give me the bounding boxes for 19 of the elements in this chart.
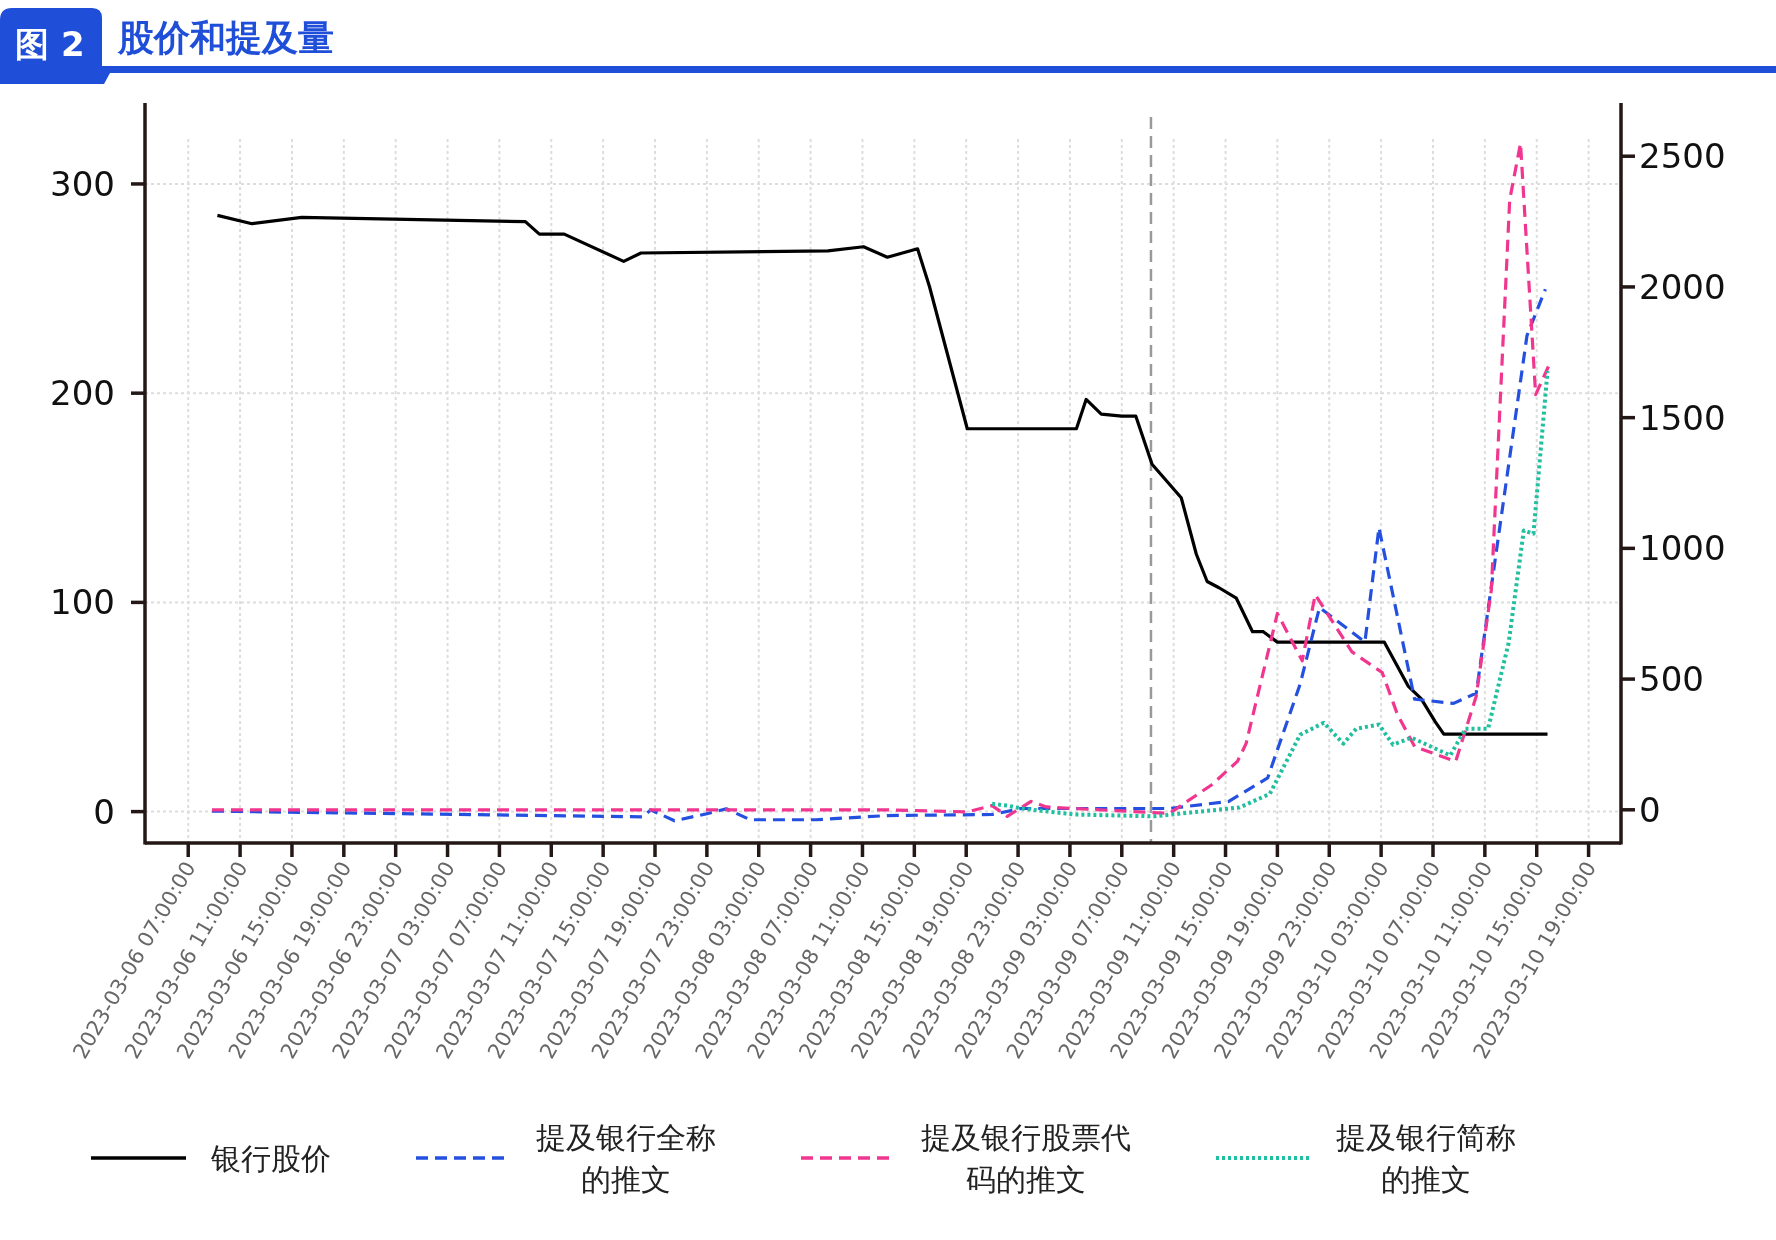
legend-label: 提及银行股票代码的推文 [921,1120,1131,1197]
legend-label: 提及银行全称的推文 [536,1120,716,1197]
y2-tick-label: 2000 [1639,266,1726,307]
y-tick-label: 0 [93,791,115,832]
chart-title: 股价和提及量 [117,17,334,58]
line-series [990,369,1550,819]
y2-tick-label: 1000 [1639,528,1726,569]
legend-label: 银行股价 [210,1141,331,1176]
y2-tick-label: 2500 [1639,136,1726,177]
line-series [210,287,1547,823]
line-series [215,213,1550,736]
y2-tick-label: 500 [1639,659,1704,700]
y2-tick-label: 0 [1639,789,1661,830]
y2-tick-label: 1500 [1639,397,1726,438]
y-tick-label: 300 [50,163,115,204]
y-tick-label: 100 [50,582,115,623]
caption: 图 2 [15,24,85,64]
y-tick-label: 200 [50,373,115,414]
legend-label: 提及银行简称的推文 [1336,1120,1516,1197]
